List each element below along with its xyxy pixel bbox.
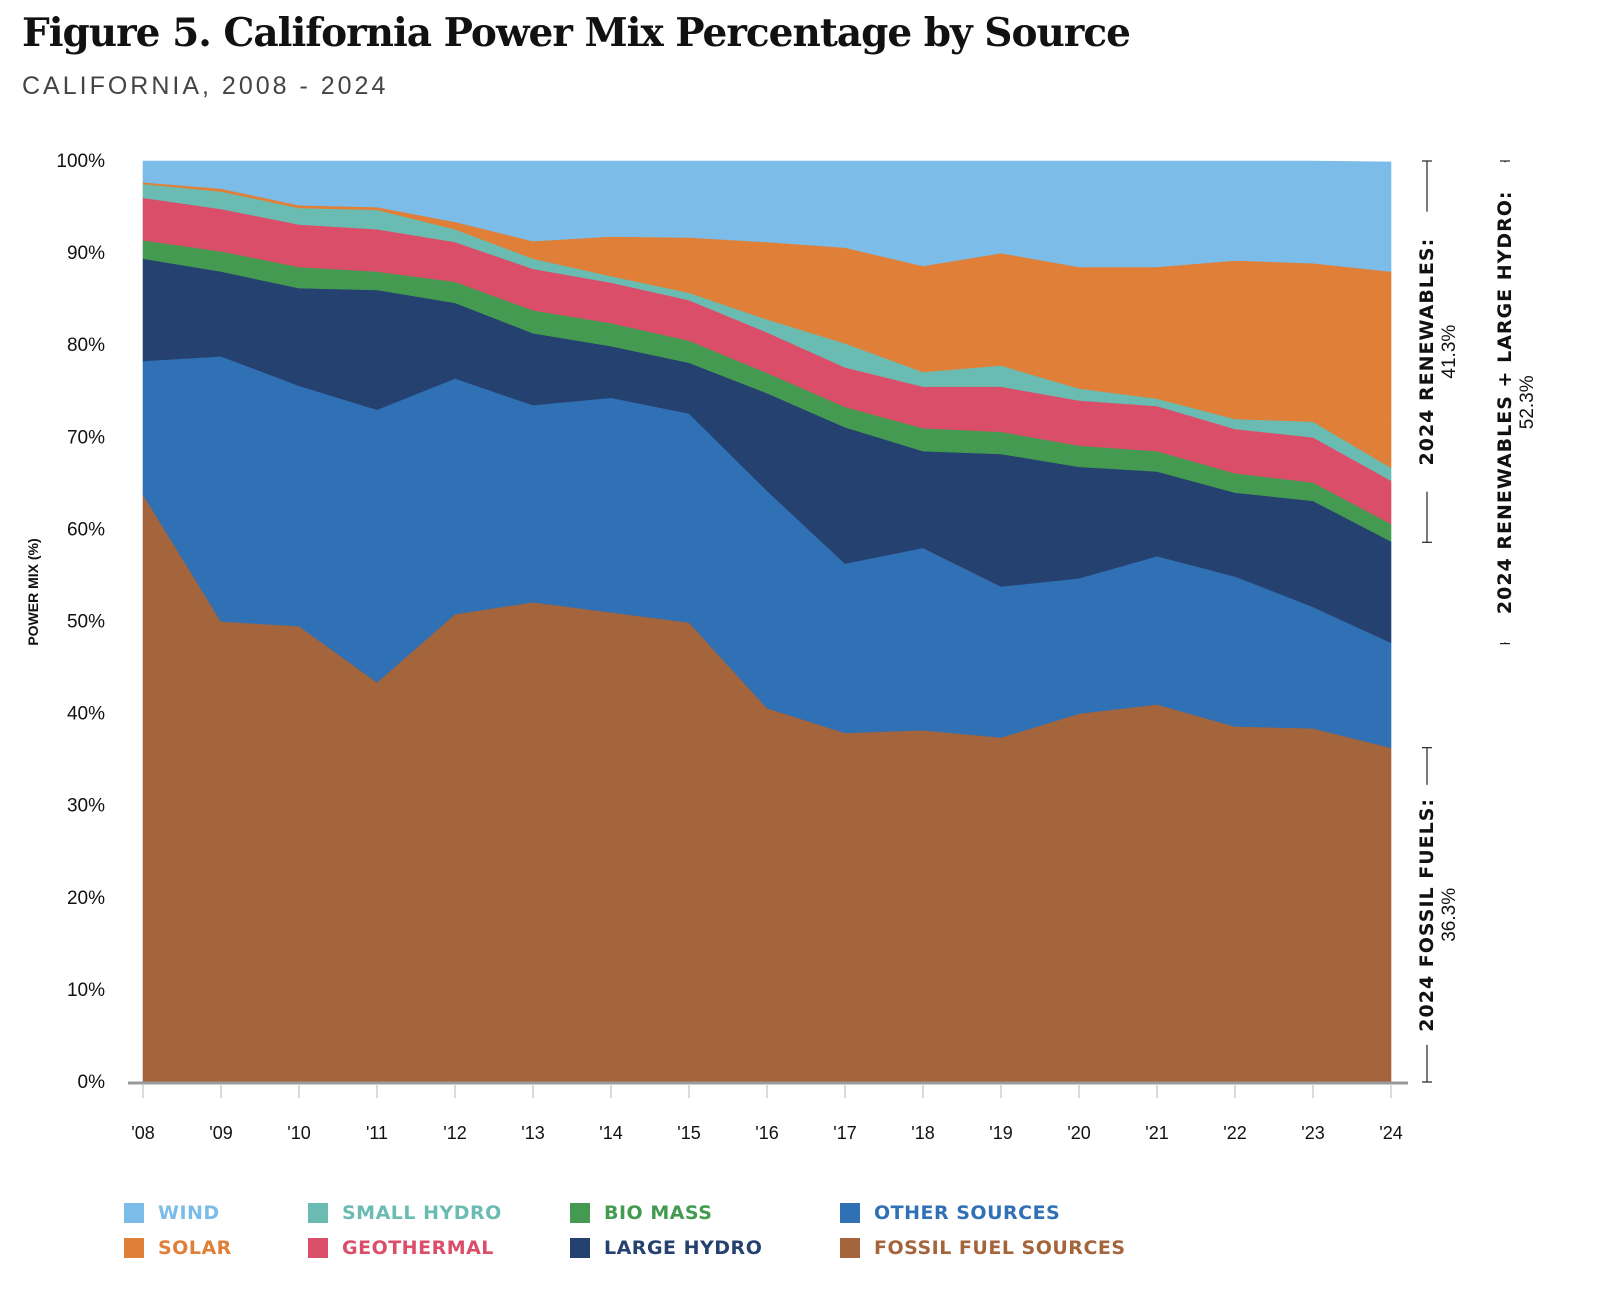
- annotation-2024-renewables: 2024 RENEWABLES: 41.3%: [1416, 160, 1460, 543]
- annotations-group: 2024 RENEWABLES: 41.3% 2024 RENEWABLES + L…: [1416, 160, 1538, 1083]
- legend-item-wind: WIND: [124, 1202, 220, 1224]
- legend-item-solar: SOLAR: [124, 1237, 232, 1259]
- x-tick-label: '15: [677, 1123, 700, 1143]
- annotation-value: 36.3%: [1439, 888, 1460, 942]
- y-tick-label: 90%: [67, 243, 105, 264]
- annotation-value: 41.3%: [1439, 325, 1460, 379]
- legend-swatch-wind: [124, 1203, 144, 1223]
- legend-label-fossil-fuel-sources: FOSSIL FUEL SOURCES: [874, 1237, 1126, 1259]
- annotation-label: 2024 FOSSIL FUELS:: [1416, 798, 1438, 1032]
- x-tick-label: '12: [443, 1123, 466, 1143]
- x-tick-label: '18: [911, 1123, 934, 1143]
- y-tick-label: 40%: [67, 704, 105, 725]
- annotation-value: 52.3%: [1517, 375, 1538, 429]
- legend-item-large-hydro: LARGE HYDRO: [570, 1237, 762, 1259]
- x-tick-label: '22: [1223, 1123, 1246, 1143]
- y-tick-label: 50%: [67, 612, 105, 633]
- annotation-label: 2024 RENEWABLES:: [1416, 238, 1438, 466]
- x-tick-label: '09: [209, 1123, 232, 1143]
- annotation-label: 2024 RENEWABLES + LARGE HYDRO:: [1494, 190, 1516, 614]
- legend-item-geothermal: GEOTHERMAL: [308, 1237, 494, 1259]
- area-wind: [142, 160, 1392, 272]
- legend-item-fossil-fuel-sources: FOSSIL FUEL SOURCES: [840, 1237, 1126, 1259]
- y-tick-label: 20%: [67, 888, 105, 909]
- x-tick-label: '11: [366, 1123, 388, 1143]
- y-tick-label: 30%: [67, 796, 105, 817]
- legend-label-wind: WIND: [158, 1202, 220, 1224]
- legend-swatch-bio-mass: [570, 1203, 590, 1223]
- legend-label-geothermal: GEOTHERMAL: [342, 1237, 494, 1259]
- y-tick-label: 70%: [67, 427, 105, 448]
- y-tick-label: 10%: [67, 980, 105, 1001]
- axes-group: '08 '09 '10 '11 '12 '13 '14 '15 '16 '17 '18 '19 '20 '…: [25, 151, 1408, 1143]
- legend-swatch-other-sources: [840, 1203, 860, 1223]
- x-tick-label: '21: [1145, 1123, 1168, 1143]
- x-tick-label: '17: [833, 1123, 856, 1143]
- legend-item-bio-mass: BIO MASS: [570, 1202, 712, 1224]
- annotation-2024-fossil-fuels: 2024 FOSSIL FUELS: 36.3%: [1416, 747, 1460, 1083]
- y-tick-label: 80%: [67, 335, 105, 356]
- legend-item-small-hydro: SMALL HYDRO: [308, 1202, 502, 1224]
- x-tick-label: '24: [1379, 1123, 1402, 1143]
- legend-swatch-large-hydro: [570, 1238, 590, 1258]
- legend-label-solar: SOLAR: [158, 1237, 232, 1259]
- legend-swatch-geothermal: [308, 1238, 328, 1258]
- y-tick-label: 0%: [78, 1072, 106, 1093]
- x-tick-label: '14: [599, 1123, 622, 1143]
- y-tick-label: 100%: [56, 151, 105, 172]
- legend-label-other-sources: OTHER SOURCES: [874, 1202, 1061, 1224]
- x-tick-label: '20: [1067, 1123, 1090, 1143]
- stacked-area-chart: '08 '09 '10 '11 '12 '13 '14 '15 '16 '17 '18 '19 '20 '…: [25, 151, 1538, 1143]
- legend-label-bio-mass: BIO MASS: [604, 1202, 713, 1224]
- y-axis-label: POWER MIX (%): [25, 538, 41, 645]
- chart-title: Figure 5. California Power Mix Percentag…: [22, 10, 1131, 56]
- area-series-group: [142, 160, 1392, 1083]
- x-tick-label: '16: [755, 1123, 778, 1143]
- annotation-2024-renewables-large-hydro: 2024 RENEWABLES + LARGE HYDRO: 52.3%: [1494, 160, 1538, 645]
- x-tick-label: '10: [287, 1123, 310, 1143]
- y-tick-label: 60%: [67, 519, 105, 540]
- legend-label-small-hydro: SMALL HYDRO: [342, 1202, 502, 1224]
- legend-swatch-small-hydro: [308, 1203, 328, 1223]
- x-tick-label: '08: [131, 1123, 154, 1143]
- x-tick-label: '19: [989, 1123, 1012, 1143]
- legend-item-other-sources: OTHER SOURCES: [840, 1202, 1060, 1224]
- legend-swatch-solar: [124, 1238, 144, 1258]
- x-tick-label: '23: [1301, 1123, 1324, 1143]
- chart-subtitle: CALIFORNIA, 2008 - 2024: [22, 72, 389, 100]
- legend-swatch-fossil-fuel-sources: [840, 1238, 860, 1258]
- legend-label-large-hydro: LARGE HYDRO: [604, 1237, 763, 1259]
- x-tick-label: '13: [521, 1123, 544, 1143]
